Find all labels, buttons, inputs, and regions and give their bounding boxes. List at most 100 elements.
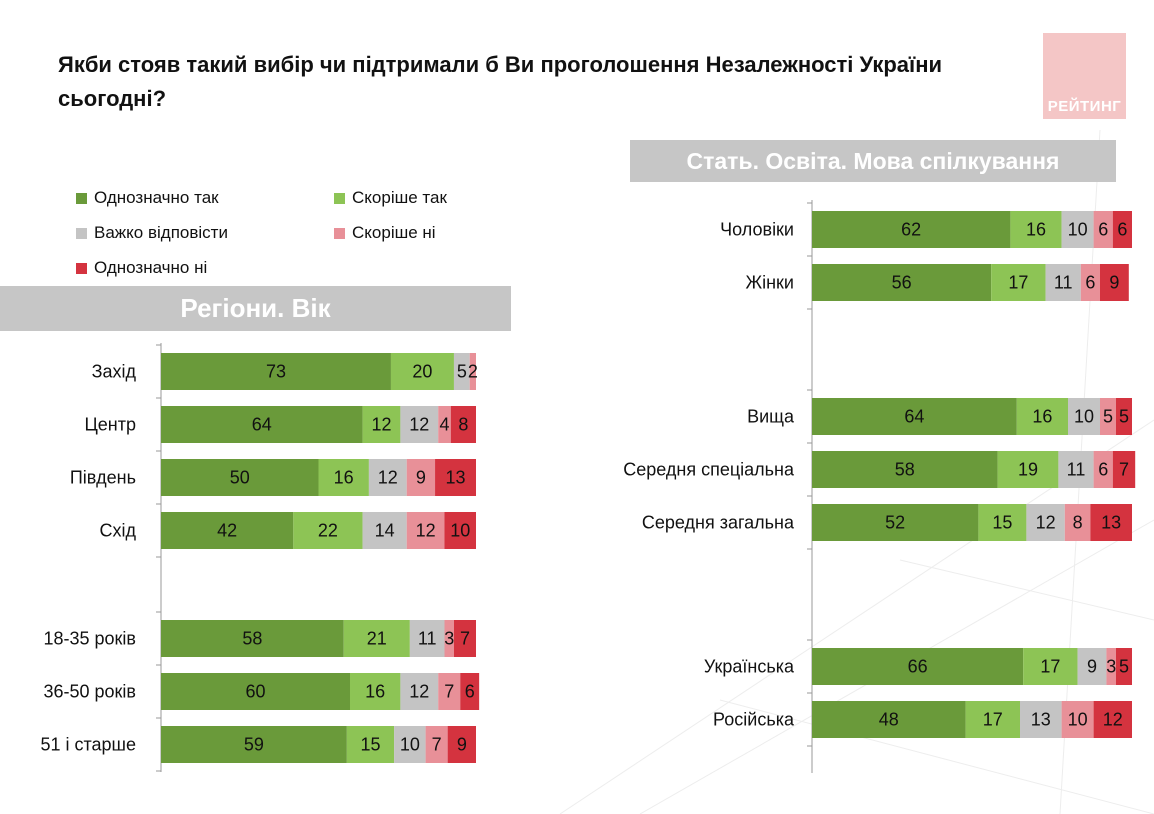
category-label: Вища xyxy=(747,407,795,427)
legend: Однозначно так Скоріше так Важко відпові… xyxy=(76,188,496,284)
bar-segment-однозначно-ні xyxy=(453,620,476,657)
bar-segment-скоріше-так xyxy=(991,264,1046,301)
banner-regions-age: Регіони. Вік xyxy=(0,286,511,331)
data-label: 66 xyxy=(908,657,928,677)
data-label: 21 xyxy=(367,629,387,649)
data-label: 8 xyxy=(458,415,468,435)
bar-segment-важко-відповісти xyxy=(1068,398,1100,435)
bar-segment-однозначно-так xyxy=(161,459,319,496)
bar-segment-важко-відповісти xyxy=(1058,451,1094,488)
bar-segment-скоріше-так xyxy=(390,353,454,390)
legend-swatch xyxy=(76,227,87,239)
category-label: Середня спеціальна xyxy=(623,460,795,480)
bar-segment-однозначно-так xyxy=(161,406,363,443)
bar-segment-однозначно-ні xyxy=(1100,264,1129,301)
data-label: 58 xyxy=(242,629,262,649)
data-label: 11 xyxy=(1054,273,1073,293)
data-label: 7 xyxy=(444,682,454,702)
data-label: 8 xyxy=(1073,513,1083,533)
legend-item-definitely-yes: Однозначно так xyxy=(76,188,219,208)
data-label: 59 xyxy=(244,735,264,755)
data-label: 12 xyxy=(409,415,429,435)
bar-segment-скоріше-так xyxy=(350,673,401,710)
legend-swatch xyxy=(76,192,87,204)
bar-segment-скоріше-ні xyxy=(444,620,454,657)
data-label: 10 xyxy=(1074,407,1094,427)
bar-segment-однозначно-так xyxy=(812,648,1024,685)
bar-segment-скоріше-ні xyxy=(406,459,436,496)
legend-item-definitely-no: Однозначно ні xyxy=(76,258,207,278)
bar-segment-скоріше-ні xyxy=(438,673,461,710)
category-label: Середня загальна xyxy=(642,513,795,533)
bar-segment-скоріше-так xyxy=(293,512,363,549)
category-label: Захід xyxy=(92,362,137,382)
page-title: Якби стояв такий вибір чи підтримали б В… xyxy=(58,52,943,111)
bar-segment-скоріше-ні xyxy=(406,512,445,549)
data-label: 20 xyxy=(412,362,432,382)
legend-label: Скоріше ні xyxy=(352,223,436,242)
data-label: 14 xyxy=(375,521,395,541)
bar-segment-скоріше-так xyxy=(1010,211,1062,248)
bar-segment-однозначно-ні xyxy=(1090,504,1132,541)
bar-segment-однозначно-ні xyxy=(1112,211,1132,248)
data-label: 13 xyxy=(1101,513,1121,533)
data-label: 12 xyxy=(416,521,436,541)
data-label: 3 xyxy=(444,629,454,649)
bar-segment-скоріше-так xyxy=(997,451,1059,488)
data-label: 22 xyxy=(318,521,338,541)
bar-segment-однозначно-ні xyxy=(460,673,480,710)
category-label: 36-50 років xyxy=(44,682,137,702)
bar-segment-однозначно-ні xyxy=(444,512,476,549)
bar-segment-однозначно-так xyxy=(161,673,350,710)
bar-segment-однозначно-ні xyxy=(1093,701,1132,738)
bar-segment-однозначно-ні xyxy=(435,459,476,496)
data-label: 17 xyxy=(1040,657,1060,677)
bar-segment-скоріше-ні xyxy=(1093,451,1113,488)
data-label: 3 xyxy=(1106,657,1116,677)
bar-segment-важко-відповісти xyxy=(409,620,445,657)
data-label: 73 xyxy=(266,362,286,382)
legend-swatch xyxy=(334,192,345,204)
bar-segment-важко-відповісти xyxy=(400,673,439,710)
data-label: 58 xyxy=(895,460,915,480)
bar-segment-важко-відповісти xyxy=(453,353,470,390)
data-label: 7 xyxy=(432,735,442,755)
data-label: 56 xyxy=(892,273,912,293)
bar-segment-скоріше-так xyxy=(965,701,1020,738)
bar-segment-важко-відповісти xyxy=(1077,648,1107,685)
legend-label: Однозначно так xyxy=(94,188,219,207)
bar-segment-однозначно-так xyxy=(812,398,1017,435)
bar-segment-важко-відповісти xyxy=(394,726,426,763)
data-label: 12 xyxy=(1103,710,1123,730)
bar-segment-скоріше-так xyxy=(1023,648,1078,685)
bar-segment-скоріше-ні xyxy=(1106,648,1116,685)
bar-segment-скоріше-ні xyxy=(1100,398,1116,435)
bar-segment-однозначно-так xyxy=(812,451,998,488)
bar-segment-скоріше-ні xyxy=(1080,264,1100,301)
data-label: 5 xyxy=(1119,407,1129,427)
category-label: 18-35 років xyxy=(44,629,137,649)
legend-swatch xyxy=(334,227,345,239)
data-label: 17 xyxy=(1008,273,1028,293)
legend-item-rather-yes: Скоріше так xyxy=(334,188,447,208)
data-label: 12 xyxy=(378,468,398,488)
bar-segment-скоріше-ні xyxy=(425,726,448,763)
data-label: 12 xyxy=(371,415,391,435)
data-label: 10 xyxy=(450,521,470,541)
bar-segment-однозначно-так xyxy=(812,701,966,738)
category-label: Схід xyxy=(99,521,136,541)
bar-segment-скоріше-так xyxy=(362,406,401,443)
data-label: 5 xyxy=(1103,407,1113,427)
bar-segment-однозначно-ні xyxy=(450,406,476,443)
bar-segment-скоріше-так xyxy=(343,620,410,657)
data-label: 60 xyxy=(245,682,265,702)
legend-item-rather-no: Скоріше ні xyxy=(334,223,436,243)
data-label: 64 xyxy=(252,415,272,435)
bar-segment-важко-відповісти xyxy=(1020,701,1062,738)
data-label: 6 xyxy=(1098,460,1108,480)
bar-segment-однозначно-ні xyxy=(447,726,476,763)
data-label: 17 xyxy=(983,710,1003,730)
data-label: 5 xyxy=(457,362,467,382)
data-label: 48 xyxy=(879,710,899,730)
